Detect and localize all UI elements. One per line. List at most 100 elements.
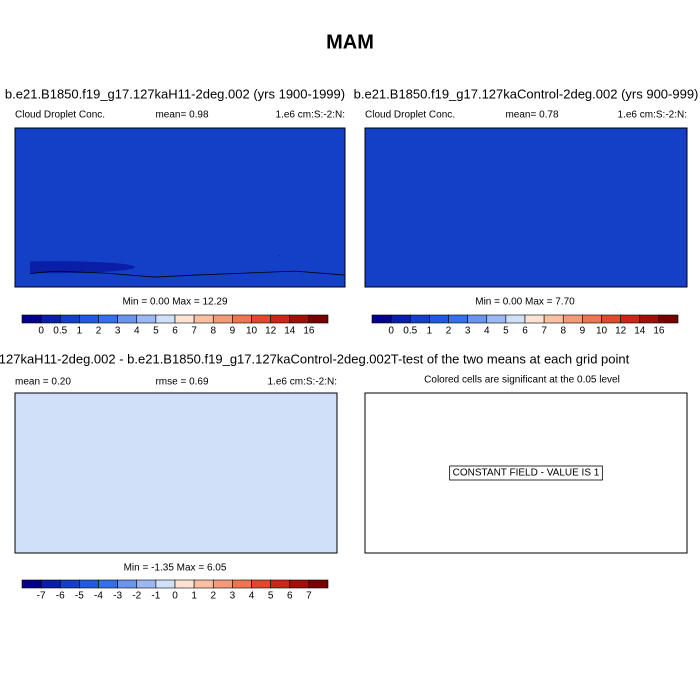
colorbar-box <box>505 314 526 324</box>
colorbar-label: 2 <box>96 326 102 337</box>
colorbar-label: 6 <box>522 326 528 337</box>
colorbar-label: -6 <box>56 591 65 602</box>
colorbar-label: 3 <box>465 326 471 337</box>
colorbar-label: 16 <box>303 326 315 337</box>
colorbar-box <box>620 314 641 324</box>
panel-title: b.e21.B1850.f19_g17.127kaH11-2deg.002 (y… <box>5 86 345 101</box>
colorbar-box <box>40 579 61 589</box>
stat-label: mean= 0.98 <box>155 110 209 121</box>
colorbar-label: 0.5 <box>53 326 67 337</box>
colorbar-label: 4 <box>134 326 140 337</box>
colorbar-label: -4 <box>94 591 103 602</box>
min-max: Min = 0.00 Max = 12.29 <box>122 297 228 308</box>
colorbar-label: 0 <box>388 326 394 337</box>
colorbar-box <box>98 579 118 589</box>
annotation-box <box>449 465 603 481</box>
colorbar-label: 16 <box>653 326 665 337</box>
map-frame <box>364 127 688 288</box>
colorbar-label: 2 <box>446 326 452 337</box>
figure-title: MAM <box>326 31 374 53</box>
field-label: mean = 0.20 <box>15 377 71 388</box>
colorbar-box <box>212 314 233 324</box>
min-max: Min = 0.00 Max = 7.70 <box>475 297 575 308</box>
colorbar-label: -2 <box>132 591 141 602</box>
map-background <box>15 393 337 553</box>
map-background <box>365 128 687 287</box>
colorbar-box <box>270 579 291 589</box>
colorbar-label: 3 <box>115 326 121 337</box>
colorbar-box <box>117 579 138 589</box>
colorbar-label: 8 <box>210 326 216 337</box>
colorbar-label: 0.5 <box>403 326 417 337</box>
colorbar-box <box>59 579 80 589</box>
colorbar-box <box>117 314 138 324</box>
map-frame <box>14 392 338 554</box>
colorbar-box <box>448 314 468 324</box>
colorbar-label: 12 <box>265 326 277 337</box>
colorbar-label: 0 <box>38 326 44 337</box>
panel-subtitle: Colored cells are significant at the 0.0… <box>424 375 620 386</box>
units-label: 1.e6 cm:S:-2:N: <box>618 110 687 121</box>
colorbar-label: 14 <box>634 326 646 337</box>
colorbar-label: 10 <box>246 326 258 337</box>
panel: T-test of the two means at each grid poi… <box>364 351 688 554</box>
min-max: Min = -1.35 Max = 6.05 <box>124 563 227 574</box>
field-label: Cloud Droplet Conc. <box>15 110 105 121</box>
stat-label: mean= 0.78 <box>505 110 559 121</box>
field-label: Cloud Droplet Conc. <box>365 110 455 121</box>
colorbar-label: 1 <box>77 326 83 337</box>
colorbar-box <box>251 314 271 324</box>
colorbar-box <box>562 314 583 324</box>
map <box>364 127 688 288</box>
colorbar-box <box>289 314 310 324</box>
colorbar-label: 0 <box>172 591 178 602</box>
panel: b.e21.B1850.f19_g17.127kaH11-2deg.002 (y… <box>5 86 346 337</box>
colorbar-box <box>308 314 329 324</box>
units-label: 1.e6 cm:S:-2:N: <box>276 110 345 121</box>
colorbar-box <box>155 314 176 324</box>
colorbar-label: 12 <box>615 326 627 337</box>
colorbar-box <box>289 579 310 589</box>
colorbar-label: 5 <box>153 326 159 337</box>
colorbar-box <box>232 579 252 589</box>
colorbar-label: 7 <box>306 591 312 602</box>
panel-title: b.e21.B1850.f19_g17.127kaControl-2deg.00… <box>354 86 699 101</box>
colorbar-label: 7 <box>541 326 547 337</box>
colorbar-box <box>658 314 679 324</box>
colorbar-box <box>601 314 621 324</box>
map-frame <box>14 127 346 288</box>
map <box>14 392 338 554</box>
colorbar-label: -5 <box>75 591 84 602</box>
colorbar-box <box>98 314 118 324</box>
colorbar-box <box>136 314 157 324</box>
colorbar-box <box>21 579 42 589</box>
colorbar-label: 6 <box>172 326 178 337</box>
colorbar-label: 9 <box>580 326 586 337</box>
map-frame <box>364 392 688 554</box>
colorbar-box <box>21 314 42 324</box>
colorbar-label: 10 <box>596 326 608 337</box>
colorbar-label: 4 <box>249 591 255 602</box>
colorbar-box <box>251 579 271 589</box>
colorbar-box <box>79 314 99 324</box>
colorbar-box <box>174 314 195 324</box>
colorbar-label: 9 <box>230 326 236 337</box>
colorbar-box <box>390 314 411 324</box>
colorbar-label: 1 <box>427 326 433 337</box>
colorbar-box <box>212 579 233 589</box>
colorbar-label: -1 <box>151 591 160 602</box>
colorbar-box <box>79 579 99 589</box>
colorbar-box <box>543 314 564 324</box>
map-field <box>30 255 346 278</box>
colorbar-label: 3 <box>230 591 236 602</box>
panel: b.e21.B1850.f19_g17.127kaControl-2deg.00… <box>354 86 699 337</box>
colorbar-label: -3 <box>113 591 122 602</box>
colorbar-box <box>639 314 660 324</box>
colorbar-box <box>174 579 195 589</box>
colorbar-label: 8 <box>560 326 566 337</box>
colorbar-box <box>524 314 545 324</box>
map-background <box>15 128 345 287</box>
colorbar-box <box>59 314 80 324</box>
panel-title: T-test of the two means at each grid poi… <box>391 351 630 366</box>
